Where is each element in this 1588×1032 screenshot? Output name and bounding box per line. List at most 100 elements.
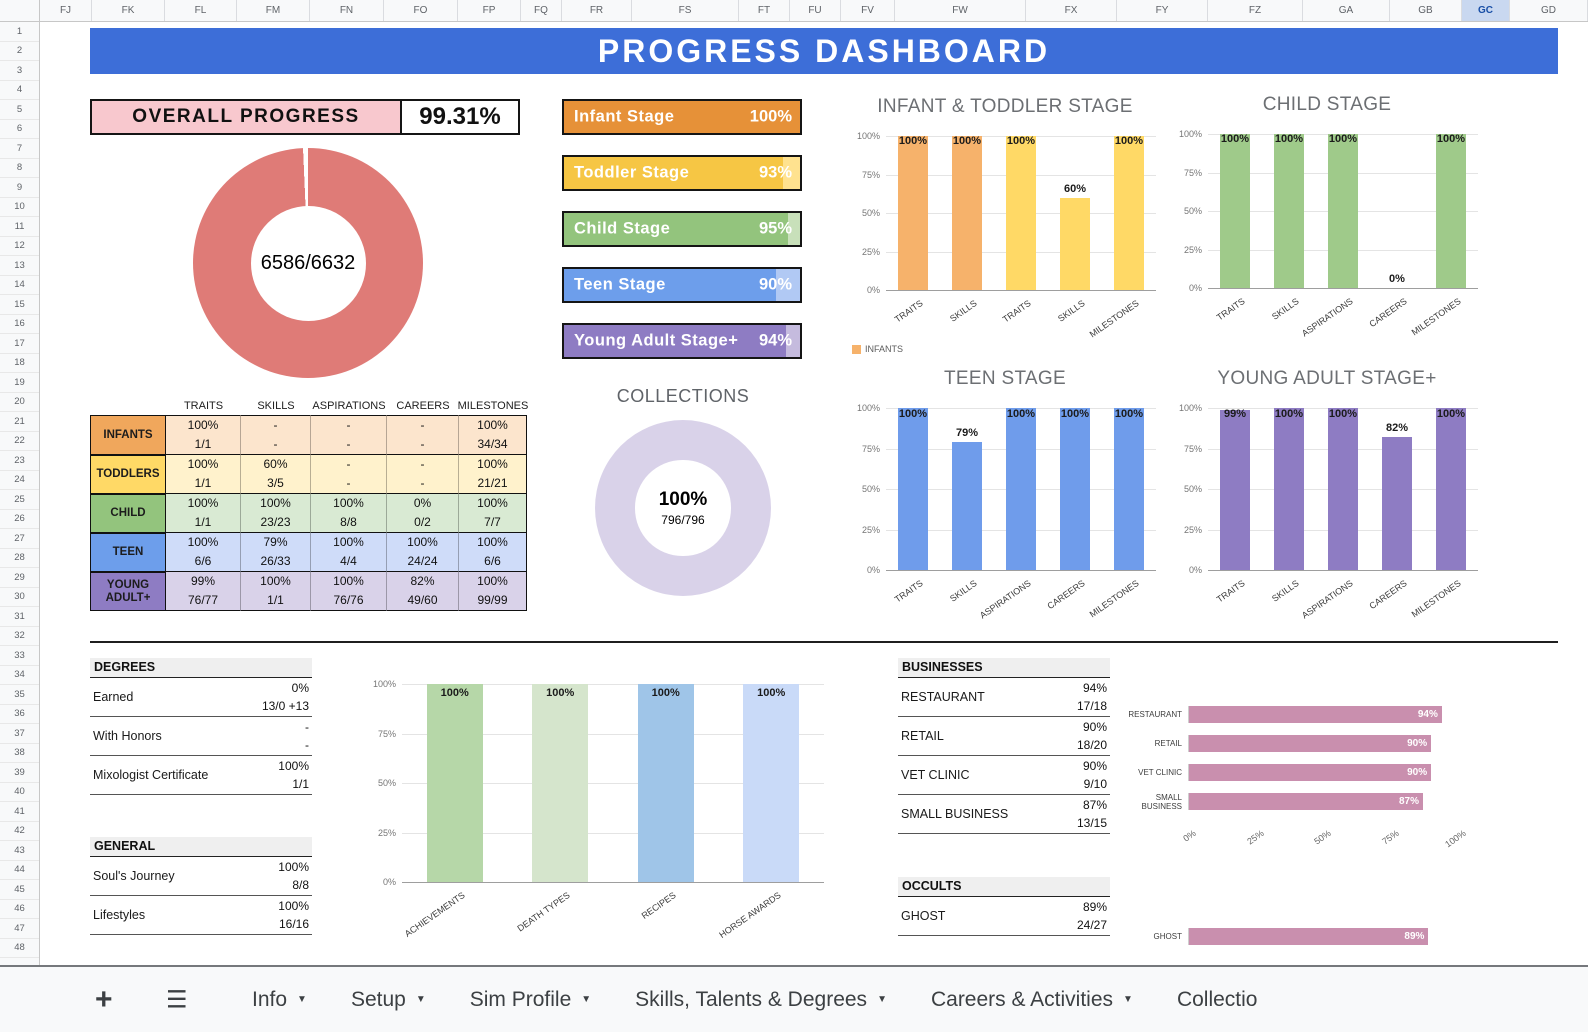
- column-header-fz[interactable]: FZ: [1208, 0, 1303, 21]
- stats-cell[interactable]: 79% 26/33: [241, 533, 311, 572]
- stat-row-vet-clinic[interactable]: VET CLINIC 90% 9/10: [898, 756, 1110, 795]
- row-header-12[interactable]: 12: [0, 237, 39, 256]
- row-header-13[interactable]: 13: [0, 256, 39, 276]
- stats-cell[interactable]: --: [387, 455, 459, 494]
- row-header-24[interactable]: 24: [0, 471, 39, 490]
- column-header-fu[interactable]: FU: [790, 0, 841, 21]
- row-header-33[interactable]: 33: [0, 646, 39, 666]
- row-header-8[interactable]: 8: [0, 159, 39, 178]
- add-sheet-icon[interactable]: +: [95, 982, 113, 1016]
- row-header-1[interactable]: 1: [0, 22, 39, 42]
- row-header-23[interactable]: 23: [0, 451, 39, 471]
- chart-infant-toddler-stage[interactable]: INFANT & TODDLER STAGE 100% 75% 50% 25% 0% 10…: [846, 94, 1164, 354]
- stat-row-restaurant[interactable]: RESTAURANT 94% 17/18: [898, 678, 1110, 717]
- sheet-tab-setup[interactable]: Setup ▼: [351, 988, 426, 1012]
- stats-row-label-teen[interactable]: TEEN: [90, 533, 166, 572]
- row-header-45[interactable]: 45: [0, 880, 39, 900]
- column-header-fm[interactable]: FM: [237, 0, 310, 21]
- stat-row-lifestyles[interactable]: Lifestyles 100% 16/16: [90, 896, 312, 935]
- row-header-30[interactable]: 30: [0, 588, 39, 607]
- stats-cell[interactable]: 100% 8/8: [311, 494, 387, 533]
- row-header-27[interactable]: 27: [0, 529, 39, 549]
- row-header-37[interactable]: 37: [0, 724, 39, 744]
- sheet-tab-sim-profile[interactable]: Sim Profile ▼: [470, 988, 591, 1012]
- stats-row-label-infants[interactable]: INFANTS: [90, 415, 166, 455]
- stat-row-soul-s-journey[interactable]: Soul's Journey 100% 8/8: [90, 857, 312, 896]
- stats-cell[interactable]: 100% 7/7: [459, 494, 527, 533]
- row-header-6[interactable]: 6: [0, 120, 39, 139]
- column-header-fl[interactable]: FL: [165, 0, 237, 21]
- stats-cell[interactable]: 60% 3/5: [241, 455, 311, 494]
- stats-row-label-young-adult[interactable]: YOUNG ADULT+: [90, 572, 166, 611]
- column-header-gc[interactable]: GC: [1462, 0, 1510, 21]
- row-header-43[interactable]: 43: [0, 841, 39, 861]
- column-header-gb[interactable]: GB: [1390, 0, 1462, 21]
- column-header-fs[interactable]: FS: [632, 0, 739, 21]
- row-header-2[interactable]: 2: [0, 42, 39, 61]
- all-sheets-menu-icon[interactable]: ☰: [166, 986, 188, 1013]
- chart-collections-categories[interactable]: 100% 75% 50% 25% 0% 100% 100% 100% 100% ACHIEVEM…: [362, 679, 832, 940]
- stats-cell[interactable]: 100% 1/1: [166, 455, 241, 494]
- stats-cell[interactable]: 82% 49/60: [387, 572, 459, 611]
- row-header-20[interactable]: 20: [0, 393, 39, 412]
- stats-cell[interactable]: 100% 6/6: [166, 533, 241, 572]
- stats-row-label-child[interactable]: CHILD: [90, 494, 166, 533]
- row-header-46[interactable]: 46: [0, 900, 39, 919]
- stats-cell[interactable]: 100% 21/21: [459, 455, 527, 494]
- stats-cell[interactable]: 100% 6/6: [459, 533, 527, 572]
- stats-cell[interactable]: 100% 4/4: [311, 533, 387, 572]
- row-header-42[interactable]: 42: [0, 822, 39, 841]
- row-header-48[interactable]: 48: [0, 939, 39, 958]
- column-header-fp[interactable]: FP: [458, 0, 521, 21]
- row-header-40[interactable]: 40: [0, 783, 39, 802]
- overall-progress-box[interactable]: OVERALL PROGRESS 99.31%: [90, 99, 520, 135]
- stats-cell[interactable]: 100% 76/76: [311, 572, 387, 611]
- row-header-10[interactable]: 10: [0, 198, 39, 217]
- row-header-14[interactable]: 14: [0, 276, 39, 295]
- stats-cell[interactable]: --: [241, 415, 311, 455]
- row-header-34[interactable]: 34: [0, 666, 39, 685]
- column-header-fq[interactable]: FQ: [521, 0, 562, 21]
- stat-row-earned[interactable]: Earned 0% 13/0 +13: [90, 678, 312, 717]
- column-header-ft[interactable]: FT: [739, 0, 790, 21]
- row-header-31[interactable]: 31: [0, 607, 39, 627]
- row-header-35[interactable]: 35: [0, 685, 39, 705]
- stats-cell[interactable]: 100% 1/1: [166, 415, 241, 455]
- row-header-5[interactable]: 5: [0, 100, 39, 120]
- row-header-16[interactable]: 16: [0, 315, 39, 334]
- stats-cell[interactable]: 100% 24/24: [387, 533, 459, 572]
- stat-row-mixologist-certificate[interactable]: Mixologist Certificate 100% 1/1: [90, 756, 312, 795]
- column-header-fr[interactable]: FR: [562, 0, 632, 21]
- chart-young-adult-stage[interactable]: YOUNG ADULT STAGE+ 100% 75% 50% 25% 0% 99% 100…: [1168, 366, 1486, 628]
- row-header-28[interactable]: 28: [0, 549, 39, 568]
- stats-cell[interactable]: 99% 76/77: [166, 572, 241, 611]
- sheet-tab-collectio[interactable]: Collectio: [1177, 988, 1258, 1012]
- sheet-tab-info[interactable]: Info ▼: [252, 988, 307, 1012]
- row-header-3[interactable]: 3: [0, 61, 39, 81]
- column-header-fx[interactable]: FX: [1026, 0, 1117, 21]
- row-header-39[interactable]: 39: [0, 763, 39, 783]
- row-header-32[interactable]: 32: [0, 627, 39, 646]
- stage-bar-teen-stage[interactable]: Teen Stage 90%: [562, 267, 802, 303]
- row-header-4[interactable]: 4: [0, 81, 39, 100]
- row-header-44[interactable]: 44: [0, 861, 39, 880]
- stats-cell[interactable]: 100% 1/1: [241, 572, 311, 611]
- row-header-26[interactable]: 26: [0, 510, 39, 529]
- chart-businesses[interactable]: RESTAURANT 94% RETAIL 90% VET CLINIC 90% SMALL…: [1118, 706, 1468, 854]
- row-header-19[interactable]: 19: [0, 373, 39, 393]
- stage-bar-toddler-stage[interactable]: Toddler Stage 93%: [562, 155, 802, 191]
- stage-bar-infant-stage[interactable]: Infant Stage 100%: [562, 99, 802, 135]
- column-header-fw[interactable]: FW: [895, 0, 1026, 21]
- row-header-21[interactable]: 21: [0, 412, 39, 432]
- stats-cell[interactable]: 100% 1/1: [166, 494, 241, 533]
- stage-bar-child-stage[interactable]: Child Stage 95%: [562, 211, 802, 247]
- row-header-38[interactable]: 38: [0, 744, 39, 763]
- dashboard-banner[interactable]: PROGRESS DASHBOARD: [90, 28, 1558, 74]
- stats-cell[interactable]: 100% 23/23: [241, 494, 311, 533]
- row-header-7[interactable]: 7: [0, 139, 39, 159]
- stats-cell[interactable]: --: [387, 415, 459, 455]
- select-all-corner[interactable]: [0, 0, 40, 22]
- row-header-29[interactable]: 29: [0, 568, 39, 588]
- stat-row-retail[interactable]: RETAIL 90% 18/20: [898, 717, 1110, 756]
- row-header-22[interactable]: 22: [0, 432, 39, 451]
